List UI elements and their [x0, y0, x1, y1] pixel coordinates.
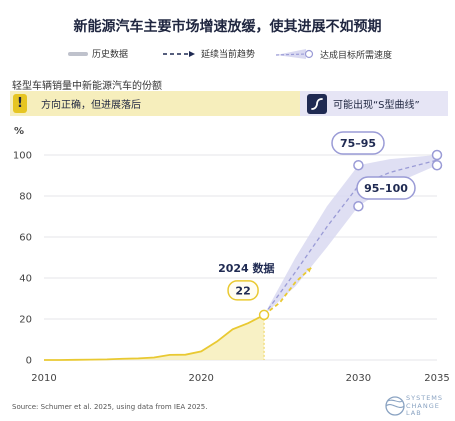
trend-dashed-arrow-icon: [163, 50, 195, 57]
point-2024-22: [258, 309, 270, 321]
range-2030-label: 75–95: [340, 137, 376, 150]
legend-item-historical: 历史数据: [68, 47, 128, 60]
x-tick-2020: 2020: [188, 373, 213, 384]
historical-swatch-icon: [68, 51, 88, 56]
point-2030-75: [353, 201, 364, 212]
data-value-label: 22: [235, 284, 250, 297]
y-tick-80: 80: [19, 192, 32, 203]
logo-line-1: SYSTEMS: [406, 394, 444, 402]
legend-label-trend: 延续当前趋势: [201, 50, 256, 60]
point-2030-95: [353, 160, 364, 171]
trend-arrowhead: [306, 267, 312, 273]
y-tick-40: 40: [19, 274, 32, 285]
legend: 历史数据 延续当前趋势 达成目标所需速度: [0, 47, 455, 61]
logo-line-2: CHANGE: [406, 401, 440, 410]
legend-item-trend: 延续当前趋势: [163, 47, 255, 60]
x-tick-2035: 2035: [424, 373, 449, 384]
banner-left-text: 方向正确，但进展落后: [41, 100, 141, 111]
s-curve-icon: [307, 93, 327, 114]
point-2035-95: [431, 160, 443, 171]
required-speed-band: [264, 155, 437, 315]
banner-right-text: 可能出现“S型曲线”: [333, 100, 420, 111]
systems-change-lab-logo: SYSTEMS CHANGE LAB: [384, 393, 450, 419]
historical-line: [44, 314, 265, 361]
point-2035-100: [431, 149, 443, 161]
globe-logo-icon: [385, 396, 405, 416]
x-tick-2010: 2010: [31, 373, 56, 384]
historical-area: [44, 314, 265, 360]
banner-behind-schedule: ! 方向正确，但进展落后: [10, 91, 300, 116]
y-axis-unit-label: %: [14, 126, 24, 137]
required-speed-line: [263, 159, 438, 316]
ev-share-chart: 0 20 40 60 80 100 2010 2020 2030 2035 % 2024 数据 2…: [13, 126, 450, 384]
trend-line: [263, 267, 312, 316]
logo-line-3: LAB: [406, 409, 422, 417]
x-tick-2030: 2030: [346, 373, 371, 384]
data-value-box: [227, 280, 259, 301]
chart-subtitle: 轻型车辆销量中新能源汽车的份额: [12, 81, 162, 92]
y-tick-20: 20: [19, 315, 32, 326]
range-2035-label: 95–100: [364, 182, 408, 195]
warning-icon: !: [13, 94, 27, 113]
legend-label-historical: 历史数据: [92, 50, 129, 60]
required-band-icon: [276, 49, 314, 59]
range-2030-box: [331, 131, 385, 155]
range-2035-box: [356, 176, 416, 200]
legend-item-required: 达成目标所需速度: [276, 47, 392, 61]
y-tick-100: 100: [13, 151, 32, 162]
page-title: 新能源汽车主要市场增速放缓，使其进展不如预期: [73, 19, 382, 35]
y-tick-0: 0: [26, 356, 32, 367]
y-tick-60: 60: [19, 233, 32, 244]
data-year-label: 2024 数据: [218, 261, 274, 275]
banner-s-curve: 可能出现“S型曲线”: [300, 91, 448, 116]
source-note: Source: Schumer et al. 2025, using data …: [12, 403, 208, 411]
legend-label-required: 达成目标所需速度: [320, 50, 393, 61]
